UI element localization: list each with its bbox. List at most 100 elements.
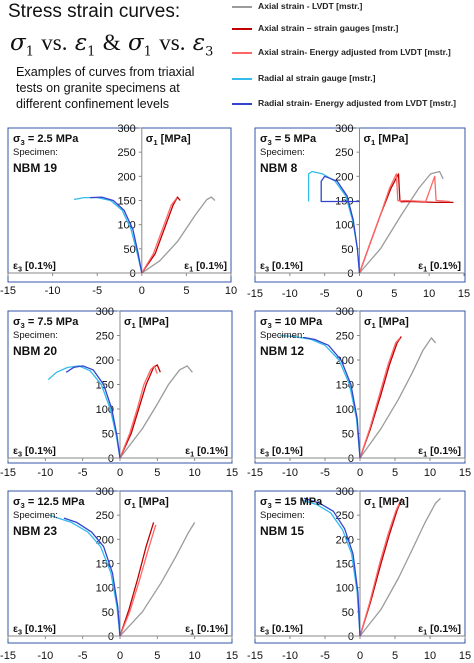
formula-eps-3: ε	[192, 30, 206, 56]
x-tick-label: 10	[424, 467, 436, 479]
x-tick-label: 15	[226, 650, 238, 662]
description: Examples of curves from triaxial tests o…	[16, 65, 195, 111]
y-tick-label: 0	[348, 453, 354, 465]
series-line-3	[119, 524, 157, 637]
x-tick-label: 15	[458, 288, 470, 300]
y-tick-label: 50	[342, 607, 354, 619]
formula-sigma-1: σ	[10, 30, 26, 56]
header: Stress strain curves: σ1 vs. ε1 & σ1 vs.…	[0, 0, 474, 120]
x-tick-label: -15	[247, 288, 263, 300]
specimen-id: NBM 23	[13, 524, 57, 538]
y-tick-label: 0	[348, 631, 354, 643]
confinement-label: σ3 = 2.5 MPa	[13, 133, 79, 147]
formula-vs-1: vs.	[41, 30, 68, 55]
page-title: Stress strain curves:	[8, 1, 181, 22]
formula-sub-1c: 1	[143, 44, 152, 60]
x-tick-label: 0	[357, 650, 363, 662]
y-axis-title: σ1 [MPa]	[124, 316, 169, 330]
confinement-label: σ3 = 10 MPa	[260, 316, 323, 330]
legend-line-energy-axial	[232, 52, 252, 54]
series-line-2	[119, 522, 155, 637]
x-tick-label: 10	[225, 285, 237, 297]
y-axis-title: σ1 [MPa]	[124, 496, 169, 510]
series-line-5	[65, 365, 121, 459]
y-tick-label: 300	[335, 123, 353, 135]
x-tick-label: 5	[154, 467, 160, 479]
x-axis-title-left: ε3 [0.1%]	[13, 260, 56, 274]
formula-sub-1a: 1	[25, 44, 34, 60]
y-tick-label: 300	[336, 306, 354, 318]
y-tick-label: 50	[102, 607, 114, 619]
y-tick-label: 100	[336, 583, 354, 595]
y-tick-label: 100	[336, 404, 354, 416]
specimen-id: NBM 12	[260, 344, 304, 358]
x-tick-label: 0	[357, 467, 363, 479]
x-axis-title-left: ε3 [0.1%]	[260, 623, 303, 637]
formula-amp: &	[102, 30, 121, 55]
x-tick-label: 5	[391, 288, 397, 300]
x-axis-title-right: ε1 [0.1%]	[418, 445, 461, 459]
x-tick-label: 0	[356, 288, 362, 300]
legend-label-energy-axial: Axial strain- Energy adjusted from LVDT …	[258, 47, 451, 57]
x-tick-label: -15	[0, 285, 16, 297]
x-axis-title-left: ε3 [0.1%]	[260, 260, 303, 274]
series-line-2	[358, 173, 454, 274]
x-axis-title-left: ε3 [0.1%]	[13, 445, 56, 459]
x-axis-title-right: ε1 [0.1%]	[185, 623, 228, 637]
series-line-4	[49, 514, 121, 637]
series-line-3	[119, 365, 158, 459]
series-line-1	[359, 170, 444, 274]
series-line-1	[141, 196, 216, 274]
x-tick-label: -10	[282, 288, 298, 300]
x-tick-label: -5	[78, 467, 88, 479]
specimen-label: Specimen:	[260, 147, 305, 158]
y-tick-label: 300	[96, 306, 114, 318]
series-line-5	[303, 497, 361, 637]
y-tick-label: 200	[117, 171, 135, 183]
confinement-label: σ3 = 15 MPa	[260, 496, 323, 510]
confinement-label: σ3 = 12.5 MPa	[13, 496, 85, 510]
x-tick-label: 0	[139, 285, 145, 297]
x-tick-label: -15	[247, 467, 263, 479]
specimen-label: Specimen:	[13, 147, 58, 158]
y-tick-label: 150	[336, 559, 354, 571]
x-tick-label: -10	[37, 650, 53, 662]
y-tick-label: 300	[117, 123, 135, 135]
specimen-label: Specimen:	[260, 330, 305, 341]
series-line-1	[359, 337, 437, 459]
x-tick-label: -5	[320, 288, 330, 300]
y-tick-label: 0	[108, 631, 114, 643]
specimen-label: Specimen:	[260, 510, 305, 521]
series-line-3	[141, 197, 178, 274]
y-axis-title: σ1 [MPa]	[364, 133, 409, 147]
y-tick-label: 200	[96, 355, 114, 367]
series-line-4	[47, 365, 121, 459]
legend-line-energy-radial	[232, 103, 252, 105]
x-tick-label: -15	[247, 650, 263, 662]
y-tick-label: 250	[117, 147, 135, 159]
x-tick-label: -15	[0, 650, 16, 662]
y-tick-label: 250	[335, 147, 353, 159]
y-tick-label: 200	[335, 171, 353, 183]
confinement-label: σ3 = 5 MPa	[260, 133, 317, 147]
series-line-2	[119, 364, 161, 459]
series-line-4	[279, 334, 361, 459]
y-tick-label: 250	[96, 331, 114, 343]
x-tick-label: 10	[424, 650, 436, 662]
formula-sigma-2: σ	[127, 30, 144, 56]
x-tick-label: -10	[282, 467, 298, 479]
confinement-label: σ3 = 7.5 MPa	[13, 316, 79, 330]
y-tick-label: 50	[342, 429, 354, 441]
series-line-5	[63, 517, 121, 637]
x-tick-label: 5	[392, 467, 398, 479]
formula-sub-1b: 1	[87, 44, 96, 60]
legend-label-energy-radial: Radial strain- Energy adjusted from LVDT…	[258, 98, 457, 108]
y-axis-title: σ1 [MPa]	[146, 133, 191, 147]
x-tick-label: 5	[392, 650, 398, 662]
y-tick-label: 0	[347, 268, 353, 280]
y-tick-label: 50	[102, 429, 114, 441]
